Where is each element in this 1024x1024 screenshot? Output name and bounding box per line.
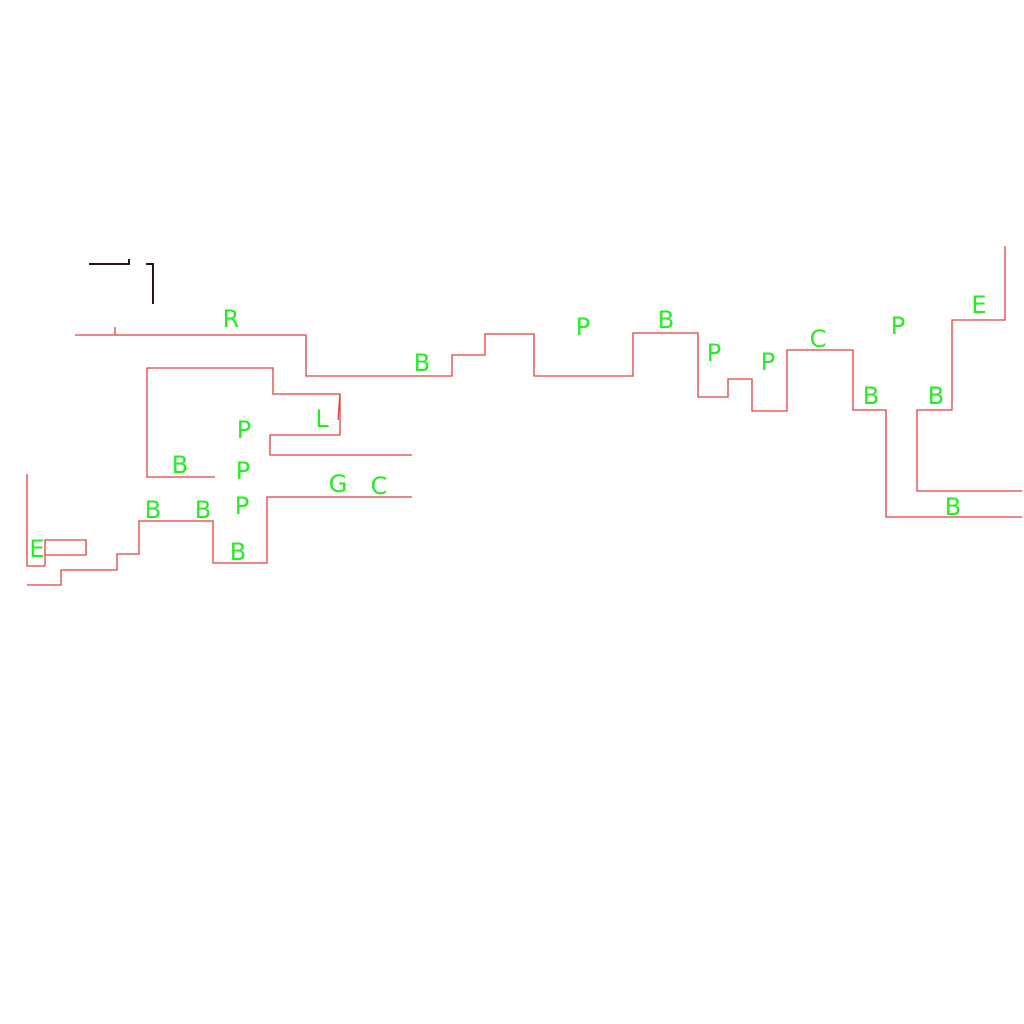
corner-marker-right bbox=[146, 263, 154, 304]
map-label: P bbox=[707, 339, 721, 367]
entry-box bbox=[44, 539, 87, 566]
map-label: P bbox=[235, 492, 249, 520]
map-label: E bbox=[29, 535, 44, 563]
map-label: P bbox=[891, 312, 905, 340]
map-label: B bbox=[230, 538, 246, 566]
map-label: C bbox=[810, 325, 827, 353]
right-wall bbox=[916, 246, 1022, 492]
map-label: E bbox=[971, 291, 986, 319]
left-room-wall bbox=[146, 367, 412, 478]
map-label: P bbox=[761, 348, 775, 376]
map-label: B bbox=[863, 382, 879, 410]
corner-marker-left bbox=[89, 259, 130, 265]
map-label: B bbox=[658, 306, 674, 334]
map-label: B bbox=[145, 496, 161, 524]
map-label: B bbox=[928, 382, 944, 410]
map-label: P bbox=[236, 457, 250, 485]
map-label: L bbox=[315, 405, 329, 433]
inner-ledge bbox=[337, 393, 341, 421]
left-edge-wall bbox=[26, 474, 45, 567]
map-label: C bbox=[371, 472, 388, 500]
map-label: B bbox=[414, 349, 430, 377]
map-label: P bbox=[237, 416, 251, 444]
upper-wall bbox=[75, 332, 1022, 518]
map-label: B bbox=[172, 451, 188, 479]
map-label: B bbox=[945, 493, 961, 521]
map-label: B bbox=[195, 496, 211, 524]
map-label: R bbox=[223, 305, 240, 333]
map-label: P bbox=[576, 313, 590, 341]
map-label: G bbox=[329, 470, 348, 498]
lower-wall bbox=[27, 496, 412, 586]
